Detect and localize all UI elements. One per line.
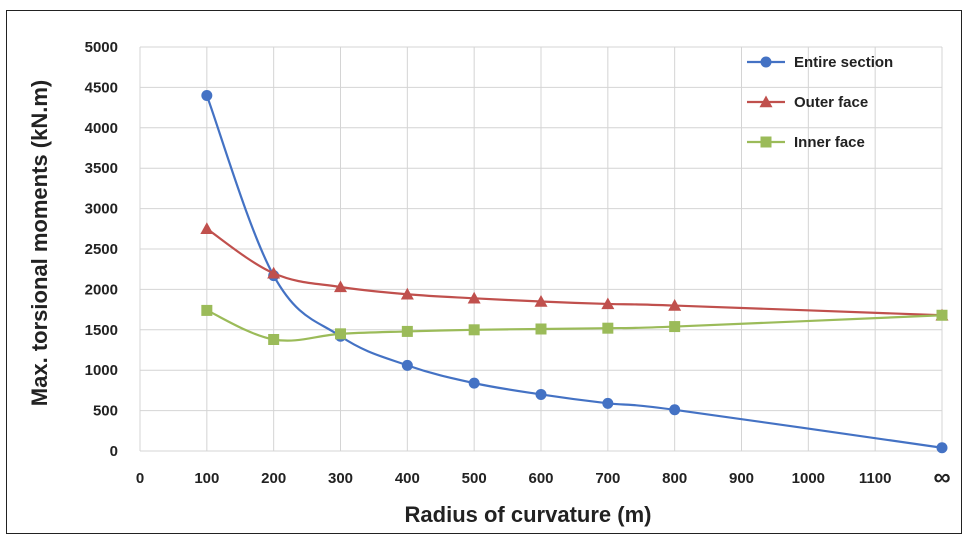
y-tick-label: 3500 [85, 160, 118, 177]
x-tick-label: 0 [136, 470, 144, 487]
series-line [206, 227, 943, 317]
data-point [668, 299, 682, 311]
data-point [669, 404, 681, 416]
x-tick-label: 200 [261, 470, 286, 487]
data-point [535, 323, 547, 335]
legend-label: Inner face [794, 134, 865, 151]
data-point [602, 322, 614, 334]
x-tick-label: 900 [729, 470, 754, 487]
data-point [200, 222, 214, 234]
x-axis-title: Radius of curvature (m) [405, 502, 652, 527]
legend-label: Entire section [794, 54, 893, 71]
y-tick-label: 500 [93, 403, 118, 420]
y-tick-label: 1000 [85, 362, 118, 379]
y-tick-label: 1500 [85, 322, 118, 339]
data-point [201, 89, 213, 101]
data-point [468, 324, 480, 336]
series-inner-face [201, 304, 948, 345]
x-tick-label: 600 [528, 470, 553, 487]
data-point [936, 309, 948, 321]
y-tick-labels: 0 500 1000 1500 2000 2500 3000 3500 4000 4500 5000 [85, 39, 118, 460]
data-point [601, 297, 615, 310]
data-point [535, 388, 547, 400]
data-point [401, 325, 413, 337]
y-tick-label: 4500 [85, 79, 118, 96]
x-tick-label: 1100 [859, 470, 892, 487]
data-point [201, 304, 213, 316]
x-tick-label: 100 [194, 470, 219, 487]
data-point [268, 333, 280, 345]
data-point [534, 295, 548, 307]
gridlines [139, 46, 943, 452]
data-point [669, 321, 681, 333]
legend-entry: Entire section [747, 54, 893, 71]
x-tick-label: 700 [595, 470, 620, 487]
data-point [936, 442, 948, 454]
legend-entry: Outer face [747, 94, 868, 111]
data-point [401, 359, 413, 371]
x-tick-label: 300 [328, 470, 353, 487]
legend-entry: Inner face [747, 134, 865, 151]
data-point [400, 287, 414, 300]
series-group [200, 89, 949, 454]
chart-frame: 0 500 1000 1500 2000 2500 3000 3500 4000 4500 5000… [6, 10, 962, 534]
x-tick-labels: 0 100 200 300 400 500 600 700 800 900 1000 1100 ∞ [136, 464, 951, 491]
x-tick-label: 500 [462, 470, 487, 487]
data-point [334, 280, 347, 293]
legend-label: Outer face [794, 94, 868, 111]
legend-marker [760, 136, 772, 148]
legend: Entire section Outer face Inner face [747, 54, 893, 151]
data-point [335, 328, 346, 340]
y-axis-title: Max. torsional moments (kN.m) [27, 80, 52, 406]
line-chart: 0500100015002000250030003500400045005000… [27, 39, 951, 527]
y-tick-label: 5000 [85, 39, 118, 56]
data-point [468, 377, 480, 389]
series-line [206, 309, 943, 342]
y-tick-label: 4000 [85, 120, 118, 137]
data-point [602, 397, 614, 409]
y-tick-label: 3000 [85, 201, 118, 218]
y-tick-label: 2500 [85, 241, 118, 258]
data-point [267, 266, 281, 279]
series-outer-face [200, 222, 949, 321]
legend-marker [760, 56, 772, 68]
x-tick-label: 1000 [792, 470, 825, 487]
x-tick-label: 400 [395, 470, 420, 487]
data-point [467, 291, 481, 304]
x-tick-label: 800 [662, 470, 687, 487]
legend-marker [759, 95, 773, 108]
y-tick-label: 2000 [85, 281, 118, 298]
y-tick-label: 0 [110, 443, 118, 460]
x-tick-label: ∞ [933, 464, 950, 491]
